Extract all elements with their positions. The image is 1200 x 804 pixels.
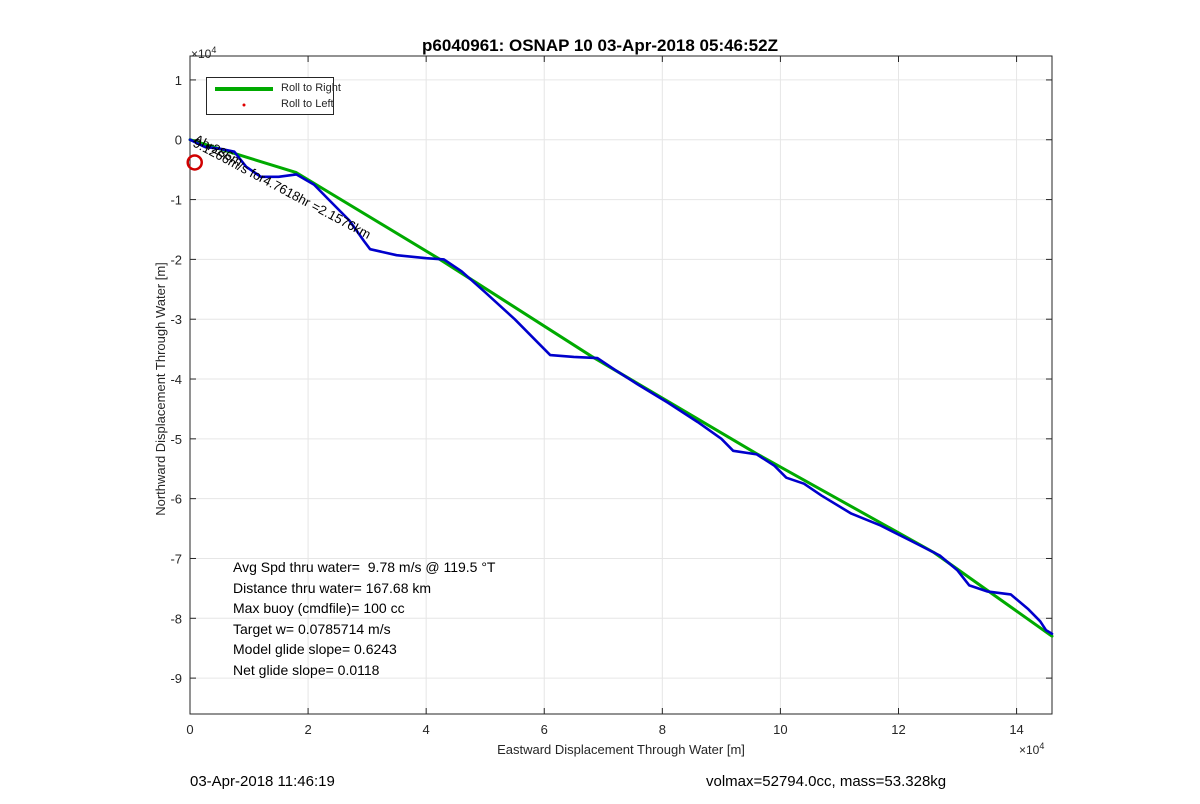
y-tick-label: -9 (170, 671, 182, 686)
grid-lines (189, 56, 1052, 714)
axes-frame (189, 55, 1053, 715)
y-exponent-label: ×104 (191, 45, 216, 61)
stat-max-buoy: Max buoy (cmdfile)= 100 cc (233, 600, 405, 616)
y-axis-label: Northward Displacement Through Water [m] (153, 262, 168, 516)
legend-line-swatch (215, 87, 273, 91)
stat-distance: Distance thru water= 167.68 km (233, 579, 432, 596)
y-tick-label: -7 (170, 551, 182, 566)
plot-frame (189, 55, 1053, 715)
x-axis-label: Eastward Displacement Through Water [m] (497, 742, 745, 757)
footer-timestamp: 03-Apr-2018 11:46:19 (190, 773, 335, 790)
x-exponent-label: ×104 (1019, 741, 1044, 757)
series-blue-track (188, 138, 1054, 636)
x-tick-label: 0 (186, 722, 193, 737)
x-tick-label: 6 (541, 722, 548, 737)
y-tick-label: 0 (175, 133, 182, 148)
y-tick-label: -3 (170, 312, 182, 327)
legend-label: Roll to Right (281, 82, 341, 94)
stat-target-w: Target w= 0.0785714 m/s (233, 620, 391, 637)
x-tick-label: 2 (304, 722, 311, 737)
x-tick-label: 14 (1009, 722, 1023, 737)
chart-title: p6040961: OSNAP 10 03-Apr-2018 05:46:52Z (422, 36, 778, 55)
stat-avg-speed: Avg Spd thru water= 9.78 m/s @ 119.5 °T (233, 559, 496, 575)
x-tick-label: 8 (659, 722, 666, 737)
stats-block: Avg Spd thru water= 9.78 m/s @ 119.5 °T … (233, 557, 495, 680)
footer-mass-info: volmax=52794.0cc, mass=53.328kg (706, 773, 947, 790)
y-tick-label: 1 (175, 73, 182, 88)
x-tick-label: 12 (891, 722, 905, 737)
start-marker (186, 154, 203, 171)
stat-model-glide-slope: Model glide slope= 0.6243 (233, 641, 397, 657)
legend-dot-swatch (242, 103, 246, 107)
stat-net-glide-slope: Net glide slope= 0.0118 (233, 661, 380, 678)
y-tick-label: -6 (170, 492, 182, 507)
legend-label: Roll to Left (281, 98, 334, 110)
y-tick-label: -4 (170, 372, 182, 387)
x-tick-label: 10 (773, 722, 787, 737)
series-layer (188, 138, 1054, 638)
y-tick-label: -8 (170, 611, 182, 626)
y-tick-label: -2 (170, 252, 182, 267)
plot-area (190, 56, 1052, 714)
legend: Roll to Right Roll to Left (206, 77, 341, 115)
y-tick-label: -1 (170, 193, 182, 208)
x-tick-label: 4 (423, 722, 430, 737)
y-tick-label: -5 (170, 432, 182, 447)
